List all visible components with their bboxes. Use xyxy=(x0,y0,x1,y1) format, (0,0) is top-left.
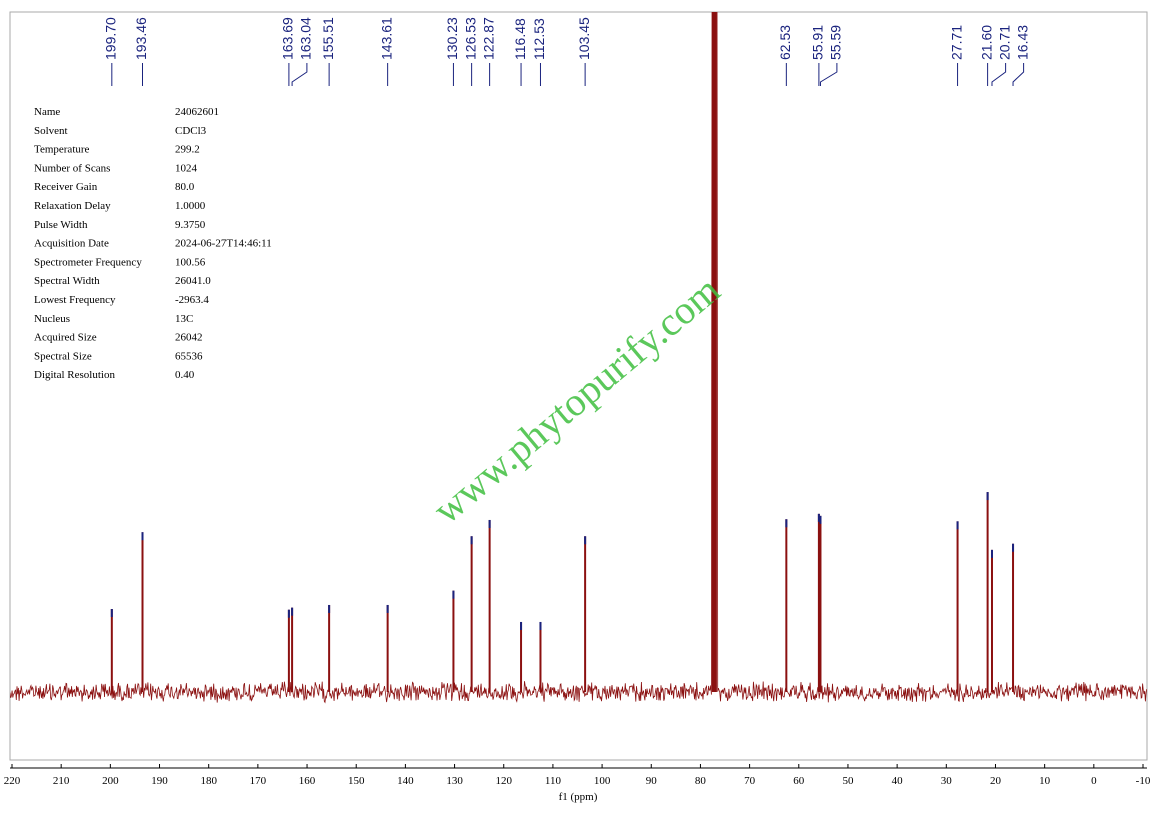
parameter-value: 100.56 xyxy=(175,256,206,268)
x-tick-label: 110 xyxy=(545,775,562,787)
x-tick-label: 30 xyxy=(941,775,953,787)
peak-label: 155.51 xyxy=(320,17,336,60)
x-tick-label: 0 xyxy=(1091,775,1097,787)
parameter-value: CDCl3 xyxy=(175,125,207,137)
parameter-name: Spectrometer Frequency xyxy=(34,256,142,268)
parameter-value: 24062601 xyxy=(175,106,219,118)
parameter-name: Spectral Size xyxy=(34,350,92,362)
peak-label: 55.59 xyxy=(828,25,844,60)
x-tick-label: 70 xyxy=(744,775,756,787)
parameter-name: Temperature xyxy=(34,144,90,156)
parameter-name: Digital Resolution xyxy=(34,369,115,381)
x-axis-label: f1 (ppm) xyxy=(559,791,598,803)
peak-label: 122.87 xyxy=(480,17,496,60)
peak-label: 16.43 xyxy=(1014,25,1030,60)
parameter-value: 13C xyxy=(175,313,193,325)
x-tick-label: 130 xyxy=(446,775,463,787)
peak-label: 27.71 xyxy=(948,25,964,60)
peak-label: 62.53 xyxy=(777,25,793,60)
peak-label-connector xyxy=(819,63,838,86)
parameter-name: Nucleus xyxy=(34,313,70,325)
peak-label: 21.60 xyxy=(978,25,994,60)
peak-label: 199.70 xyxy=(103,17,119,60)
x-tick-label: -10 xyxy=(1136,775,1151,787)
parameter-name: Lowest Frequency xyxy=(34,294,116,306)
peak-label-connector xyxy=(291,63,308,86)
x-tick-label: 160 xyxy=(299,775,316,787)
peak-label: 163.69 xyxy=(280,17,296,60)
peak-label: 126.53 xyxy=(462,17,478,60)
x-tick-label: 170 xyxy=(250,775,267,787)
parameter-value: 1.0000 xyxy=(175,200,206,212)
x-tick-label: 140 xyxy=(397,775,414,787)
peak-label: 20.71 xyxy=(996,25,1012,60)
x-tick-label: 50 xyxy=(842,775,854,787)
parameter-value: 299.2 xyxy=(175,144,200,156)
parameter-value: 2024-06-27T14:46:11 xyxy=(175,238,272,250)
plot-frame xyxy=(9,11,1148,761)
parameter-name: Spectral Width xyxy=(34,275,100,287)
x-tick-label: 90 xyxy=(646,775,658,787)
x-tick-label: 60 xyxy=(793,775,805,787)
peak-label: 143.61 xyxy=(378,17,394,60)
x-tick-label: 150 xyxy=(348,775,365,787)
parameter-value: 1024 xyxy=(175,162,198,174)
parameter-value: 80.0 xyxy=(175,181,195,193)
parameter-value: 65536 xyxy=(175,350,203,362)
parameter-name: Name xyxy=(34,106,60,118)
parameter-name: Pulse Width xyxy=(34,219,88,231)
parameter-name: Solvent xyxy=(34,125,68,137)
parameter-name: Relaxation Delay xyxy=(34,200,111,212)
parameter-value: 26042 xyxy=(175,332,203,344)
peak-label: 193.46 xyxy=(133,17,149,60)
x-tick-label: 220 xyxy=(4,775,21,787)
parameter-name: Receiver Gain xyxy=(34,181,98,193)
peak-label: 130.23 xyxy=(444,17,460,60)
x-tick-label: 180 xyxy=(200,775,217,787)
peak-label: 163.04 xyxy=(298,17,314,60)
parameter-value: 0.40 xyxy=(175,369,195,381)
peak-label: 116.48 xyxy=(512,18,528,60)
solvent-peak xyxy=(711,12,717,692)
x-tick-label: 100 xyxy=(594,775,611,787)
parameter-value: 26041.0 xyxy=(175,275,211,287)
x-tick-label: 20 xyxy=(990,775,1002,787)
parameter-value: 9.3750 xyxy=(175,219,206,231)
x-tick-label: 190 xyxy=(151,775,168,787)
parameter-name: Acquisition Date xyxy=(34,238,109,250)
peak-label: 55.91 xyxy=(810,25,826,60)
x-tick-label: 210 xyxy=(53,775,70,787)
x-tick-label: 40 xyxy=(892,775,904,787)
peak-label: 112.53 xyxy=(531,18,547,60)
plot-area xyxy=(10,12,1147,704)
noise-trace xyxy=(10,12,1147,704)
peak-label-connector xyxy=(1012,63,1025,86)
parameter-value: -2963.4 xyxy=(175,294,209,306)
x-tick-label: 80 xyxy=(695,775,707,787)
parameter-name: Number of Scans xyxy=(34,162,110,174)
watermark: www.phytopurify.com xyxy=(424,267,728,532)
x-tick-label: 10 xyxy=(1039,775,1051,787)
peak-label-connector xyxy=(991,63,1007,86)
x-tick-label: 200 xyxy=(102,775,119,787)
peak-label: 103.45 xyxy=(576,17,592,60)
x-tick-label: 120 xyxy=(495,775,512,787)
parameter-name: Acquired Size xyxy=(34,332,97,344)
